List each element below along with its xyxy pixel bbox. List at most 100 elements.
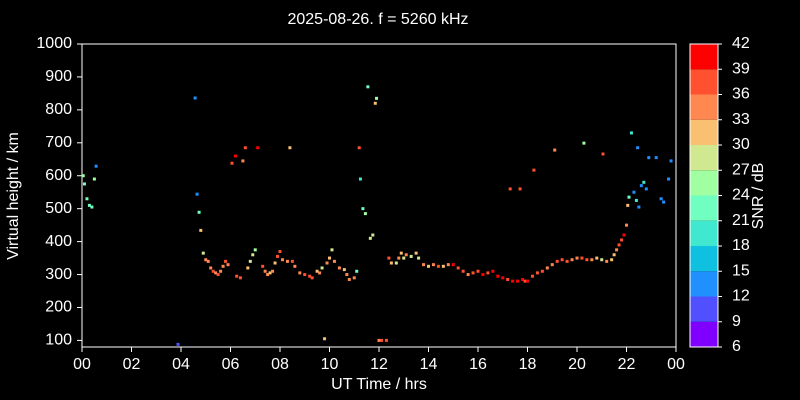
point <box>590 258 594 262</box>
x-tick-label: 16 <box>469 356 487 373</box>
point <box>506 277 510 281</box>
colorbar-band <box>690 94 718 120</box>
point <box>501 276 505 280</box>
point <box>253 248 257 252</box>
point <box>446 263 450 267</box>
point <box>486 271 490 275</box>
point <box>516 279 520 283</box>
point <box>521 277 525 281</box>
chart-title: 2025-08-26. f = 5260 kHz <box>287 11 468 28</box>
point <box>617 243 621 247</box>
colorbar-band <box>690 195 718 221</box>
colorbar-tick-label: 36 <box>732 86 750 103</box>
point <box>553 148 557 152</box>
colorbar-tick-label: 12 <box>732 288 750 305</box>
point <box>201 251 205 255</box>
point <box>612 253 616 257</box>
point <box>610 258 614 262</box>
point <box>261 264 265 268</box>
point <box>540 269 544 273</box>
x-tick-label: 12 <box>370 356 388 373</box>
point <box>436 264 440 268</box>
colorbar-tick-label: 30 <box>732 136 750 153</box>
point <box>85 197 89 201</box>
point <box>235 274 239 278</box>
point <box>280 258 284 262</box>
point <box>508 187 512 191</box>
point <box>496 274 500 278</box>
point <box>644 187 648 191</box>
colorbar-band <box>690 145 718 171</box>
point <box>82 182 86 186</box>
point <box>241 159 245 163</box>
point <box>384 338 388 342</box>
point <box>379 338 383 342</box>
point <box>441 264 445 268</box>
point <box>637 205 641 209</box>
point <box>518 187 522 191</box>
point <box>511 279 515 283</box>
point <box>92 177 96 181</box>
point <box>195 192 199 196</box>
point <box>471 271 475 275</box>
point <box>288 146 292 150</box>
point <box>363 212 367 216</box>
colorbar-tick-label: 15 <box>732 262 750 279</box>
point <box>214 271 218 275</box>
colorbar-band <box>690 44 718 70</box>
point <box>629 131 633 135</box>
colorbar-tick-label: 21 <box>732 212 750 229</box>
point <box>219 269 223 273</box>
point <box>285 259 289 263</box>
y-tick-label: 500 <box>45 200 72 217</box>
point <box>402 256 406 260</box>
x-tick-label: 14 <box>420 356 438 373</box>
point <box>662 200 666 204</box>
point <box>601 152 605 156</box>
point <box>409 254 413 258</box>
colorbar-band <box>690 170 718 196</box>
point <box>491 269 495 273</box>
point <box>315 269 319 273</box>
point <box>352 276 356 280</box>
point <box>451 263 455 267</box>
point <box>404 253 408 257</box>
point <box>221 264 225 268</box>
point <box>523 279 527 283</box>
point <box>176 342 180 346</box>
point <box>251 253 255 257</box>
x-tick-label: 06 <box>222 356 240 373</box>
point <box>230 161 234 165</box>
point <box>377 338 381 342</box>
point <box>431 263 435 267</box>
point <box>308 274 312 278</box>
point <box>361 207 365 211</box>
point <box>199 228 203 232</box>
point <box>580 256 584 260</box>
point <box>355 269 359 273</box>
point <box>271 269 275 273</box>
colorbar-tick-label: 18 <box>732 237 750 254</box>
colorbar-tick-label: 24 <box>732 187 750 204</box>
point <box>278 249 282 253</box>
colorbar-tick-label: 27 <box>732 161 750 178</box>
point <box>417 256 421 260</box>
y-tick-label: 1000 <box>36 35 72 52</box>
point <box>389 261 393 265</box>
point <box>248 259 252 263</box>
point <box>375 96 379 100</box>
point <box>555 259 559 263</box>
point <box>627 195 631 199</box>
colorbar-tick-label: 39 <box>732 60 750 77</box>
point <box>570 258 574 262</box>
point <box>290 259 294 263</box>
point <box>263 269 267 273</box>
point <box>206 259 210 263</box>
point <box>371 233 375 237</box>
point <box>585 258 589 262</box>
point <box>626 203 630 207</box>
point <box>90 205 94 209</box>
point <box>211 269 215 273</box>
x-tick-label: 02 <box>123 356 141 373</box>
point <box>293 264 297 268</box>
